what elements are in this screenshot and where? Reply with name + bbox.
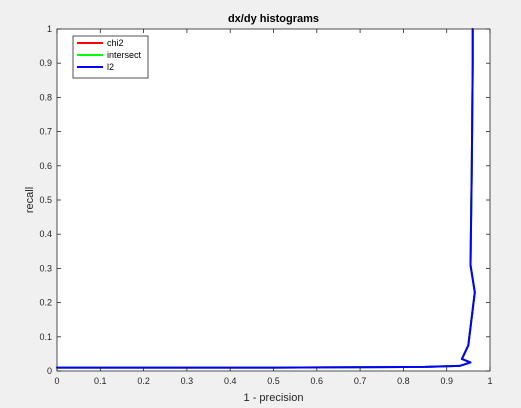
x-tick-label: 0.1 (94, 376, 107, 386)
plot-area (57, 29, 490, 371)
series-line-l2 (56, 28, 476, 369)
x-tick-label: 0.7 (354, 376, 367, 386)
y-tick-label: 0.6 (39, 161, 52, 171)
y-tick-label: 0 (47, 366, 52, 376)
chart-title: dx/dy histograms (228, 13, 319, 25)
x-tick-label: 1 (487, 376, 492, 386)
legend-label: intersect (107, 50, 142, 60)
x-tick-label: 0.3 (181, 376, 194, 386)
y-tick-label: 0.9 (39, 58, 52, 68)
x-tick-label: 0.8 (397, 376, 410, 386)
y-tick-label: 0.8 (39, 92, 52, 102)
x-tick-label: 0.6 (311, 376, 324, 386)
x-axis-label: 1 - precision (244, 392, 304, 404)
x-tick-label: 0.5 (267, 376, 280, 386)
x-tick-label: 0.2 (137, 376, 150, 386)
legend-label: chi2 (107, 38, 124, 48)
legend-label: l2 (107, 62, 114, 72)
y-tick-label: 0.1 (39, 332, 52, 342)
x-tick-label: 0 (54, 376, 59, 386)
y-axis: 0 0.1 0.2 0.3 0.4 0.5 0.6 0.7 0.8 0.9 1 (39, 24, 490, 376)
series-layer (56, 28, 476, 369)
y-axis-label: recall (24, 187, 36, 213)
x-tick-label: 0.9 (440, 376, 453, 386)
x-tick-label: 0.4 (224, 376, 237, 386)
y-tick-label: 0.3 (39, 263, 52, 273)
legend: chi2 intersect l2 (72, 35, 149, 79)
y-tick-label: 0.7 (39, 127, 52, 137)
y-tick-label: 0.5 (39, 195, 52, 205)
y-tick-label: 0.2 (39, 298, 52, 308)
y-tick-label: 0.4 (39, 229, 52, 239)
y-tick-label: 1 (47, 24, 52, 34)
x-axis: 0 0.1 0.2 0.3 0.4 0.5 0.6 0.7 0.8 0.9 1 (54, 29, 493, 386)
